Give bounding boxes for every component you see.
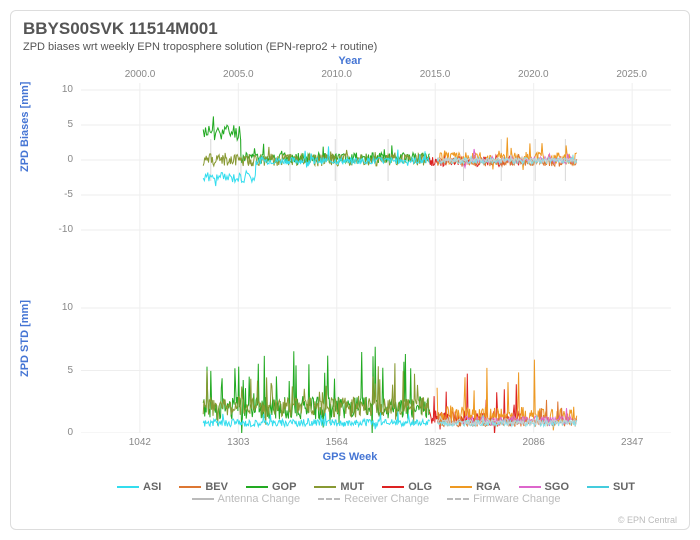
credit: © EPN Central <box>618 515 677 525</box>
legend-item: GOP <box>246 481 296 493</box>
tick-label: -5 <box>64 189 73 200</box>
legend-label: SUT <box>613 481 635 493</box>
legend-label: MUT <box>340 481 364 493</box>
legend-item: Firmware Change <box>447 493 560 505</box>
tick-label: 2086 <box>523 437 545 448</box>
tick-label: 0 <box>67 427 73 438</box>
legend-label: GOP <box>272 481 296 493</box>
plot-area <box>81 83 671 433</box>
legend-item: BEV <box>179 481 228 493</box>
legend-swatch <box>314 486 336 488</box>
tick-label: 1303 <box>227 437 249 448</box>
tick-label: 2000.0 <box>125 69 156 80</box>
tick-label: 1564 <box>326 437 348 448</box>
legend-label: ASI <box>143 481 161 493</box>
tick-label: 2025.0 <box>616 69 647 80</box>
tick-label: 10 <box>62 84 73 95</box>
tick-label: 5 <box>67 119 73 130</box>
tick-label: 2015.0 <box>420 69 451 80</box>
tick-label: 0 <box>67 154 73 165</box>
tick-label: 1825 <box>424 437 446 448</box>
tick-label: 10 <box>62 302 73 313</box>
legend-item: SUT <box>587 481 635 493</box>
legend-label: Antenna Change <box>218 493 301 505</box>
legend-label: SGO <box>545 481 569 493</box>
chart-container: BBYS00SVK 11514M001 ZPD biases wrt weekl… <box>10 10 690 530</box>
legend: ASI BEV GOP MUT OLG RGA SGO SUT Antenna Change Re… <box>81 481 671 505</box>
legend-item: SGO <box>519 481 569 493</box>
top-axis-label: Year <box>338 55 361 67</box>
legend-swatch <box>246 486 268 488</box>
legend-label: RGA <box>476 481 500 493</box>
plot-svg <box>81 83 671 433</box>
legend-label: Firmware Change <box>473 493 560 505</box>
y1-axis-label: ZPD Biases [mm] <box>19 82 31 172</box>
y2-axis-label: ZPD STD [mm] <box>19 300 31 377</box>
legend-label: Receiver Change <box>344 493 429 505</box>
legend-item: Antenna Change <box>192 493 301 505</box>
legend-swatch <box>179 486 201 488</box>
legend-label: BEV <box>205 481 228 493</box>
legend-swatch <box>192 498 214 500</box>
tick-label: 2005.0 <box>223 69 254 80</box>
tick-label: 1042 <box>129 437 151 448</box>
legend-swatch <box>450 486 472 488</box>
tick-label: 2020.0 <box>518 69 549 80</box>
legend-item: ASI <box>117 481 161 493</box>
legend-label: OLG <box>408 481 432 493</box>
tick-label: -10 <box>59 224 73 235</box>
legend-item: OLG <box>382 481 432 493</box>
tick-label: 5 <box>67 365 73 376</box>
tick-label: 2010.0 <box>321 69 352 80</box>
legend-swatch <box>318 498 340 500</box>
legend-item: Receiver Change <box>318 493 429 505</box>
legend-swatch <box>587 486 609 488</box>
legend-item: MUT <box>314 481 364 493</box>
bottom-axis-label: GPS Week <box>323 451 378 463</box>
legend-swatch <box>117 486 139 488</box>
legend-item: RGA <box>450 481 500 493</box>
tick-label: 2347 <box>621 437 643 448</box>
chart-title: BBYS00SVK 11514M001 <box>23 19 218 39</box>
chart-subtitle: ZPD biases wrt weekly EPN troposphere so… <box>23 41 377 53</box>
legend-swatch <box>519 486 541 488</box>
legend-swatch <box>447 498 469 500</box>
legend-swatch <box>382 486 404 488</box>
